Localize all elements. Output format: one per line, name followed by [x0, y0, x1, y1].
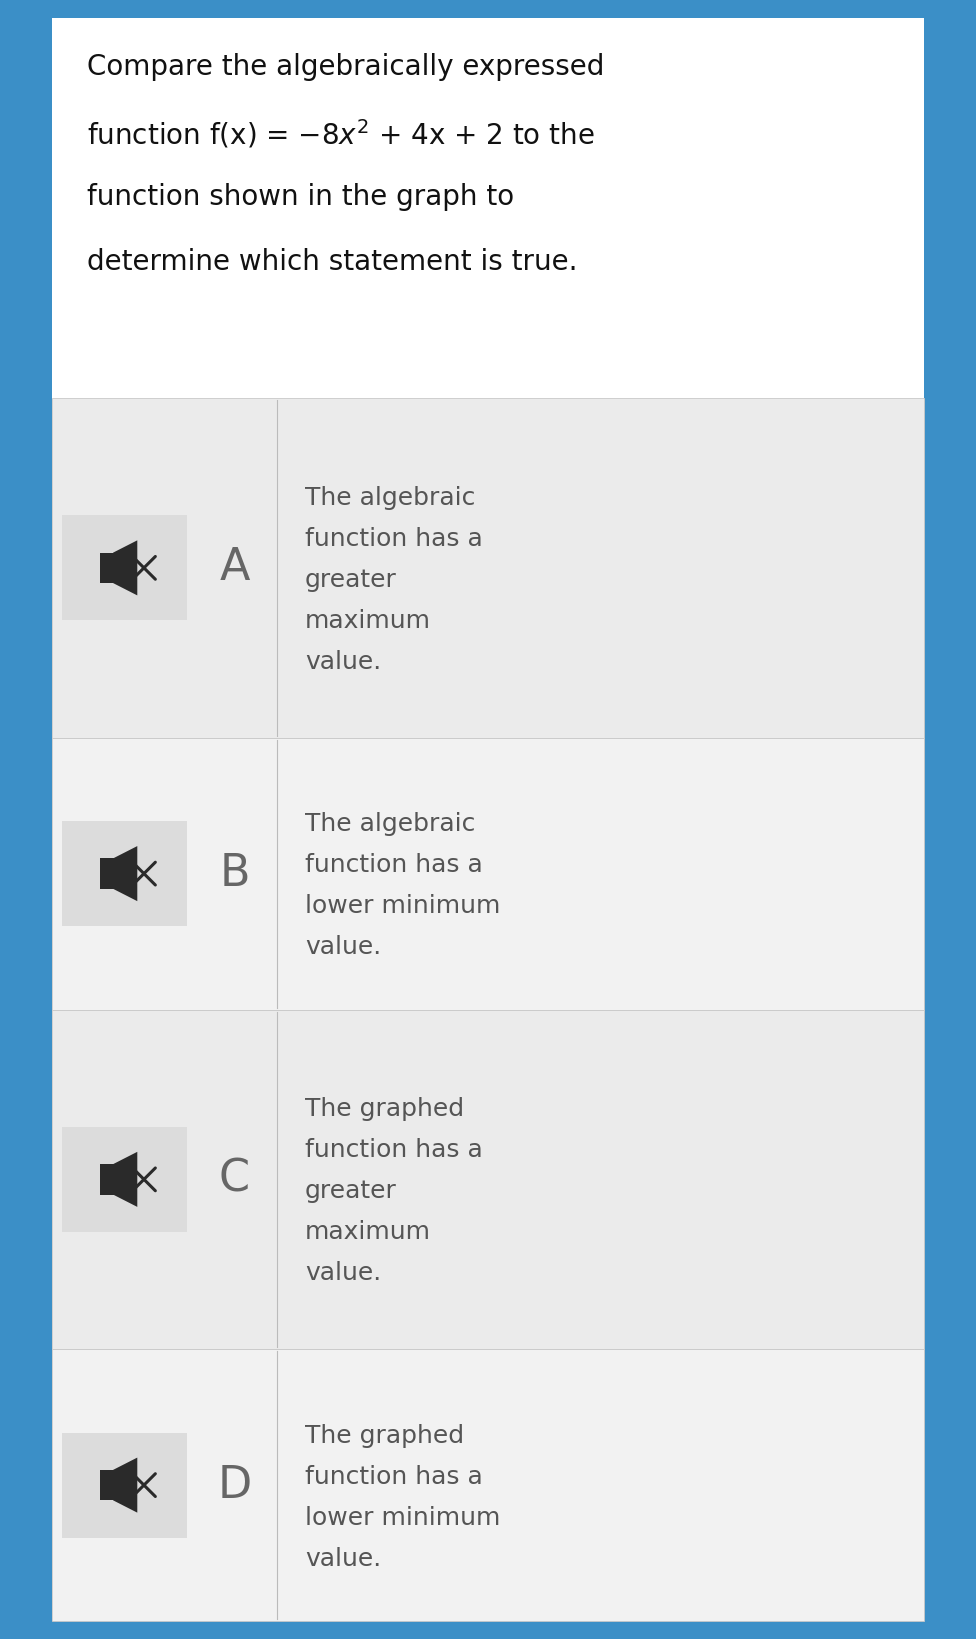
FancyBboxPatch shape	[62, 1432, 187, 1537]
Polygon shape	[113, 1457, 138, 1513]
Text: value.: value.	[305, 649, 382, 674]
Polygon shape	[113, 846, 138, 901]
FancyBboxPatch shape	[101, 859, 114, 888]
Text: The graphed: The graphed	[305, 1098, 465, 1121]
FancyBboxPatch shape	[62, 515, 187, 620]
FancyBboxPatch shape	[101, 1470, 114, 1500]
FancyBboxPatch shape	[52, 738, 924, 1010]
Text: value.: value.	[305, 1262, 382, 1285]
Text: value.: value.	[305, 936, 382, 959]
FancyBboxPatch shape	[52, 18, 924, 1621]
Text: maximum: maximum	[305, 1221, 431, 1244]
Text: greater: greater	[305, 567, 397, 592]
Text: value.: value.	[305, 1547, 382, 1570]
FancyBboxPatch shape	[62, 821, 187, 926]
FancyBboxPatch shape	[62, 1128, 187, 1233]
Text: determine which statement is true.: determine which statement is true.	[87, 247, 578, 275]
Text: Compare the algebraically expressed: Compare the algebraically expressed	[87, 52, 604, 80]
Text: The graphed: The graphed	[305, 1424, 465, 1447]
Text: D: D	[218, 1464, 252, 1506]
Text: function has a: function has a	[305, 1139, 483, 1162]
Text: maximum: maximum	[305, 608, 431, 633]
Text: function has a: function has a	[305, 854, 483, 877]
Text: A: A	[220, 546, 250, 590]
FancyBboxPatch shape	[52, 1010, 924, 1349]
Text: The algebraic: The algebraic	[305, 485, 475, 510]
FancyBboxPatch shape	[52, 1349, 924, 1621]
Text: C: C	[219, 1157, 250, 1201]
Text: lower minimum: lower minimum	[305, 895, 501, 918]
Text: function has a: function has a	[305, 526, 483, 551]
FancyBboxPatch shape	[52, 398, 924, 738]
Text: function f(x) = $-8x^{2}$ + 4x + 2 to the: function f(x) = $-8x^{2}$ + 4x + 2 to th…	[87, 118, 594, 151]
Text: function has a: function has a	[305, 1465, 483, 1488]
Text: greater: greater	[305, 1180, 397, 1203]
Text: lower minimum: lower minimum	[305, 1506, 501, 1529]
Polygon shape	[113, 541, 138, 595]
Text: The algebraic: The algebraic	[305, 811, 475, 836]
Text: B: B	[220, 852, 250, 895]
FancyBboxPatch shape	[101, 1164, 114, 1195]
Text: function shown in the graph to: function shown in the graph to	[87, 184, 514, 211]
Polygon shape	[113, 1152, 138, 1206]
FancyBboxPatch shape	[101, 552, 114, 583]
